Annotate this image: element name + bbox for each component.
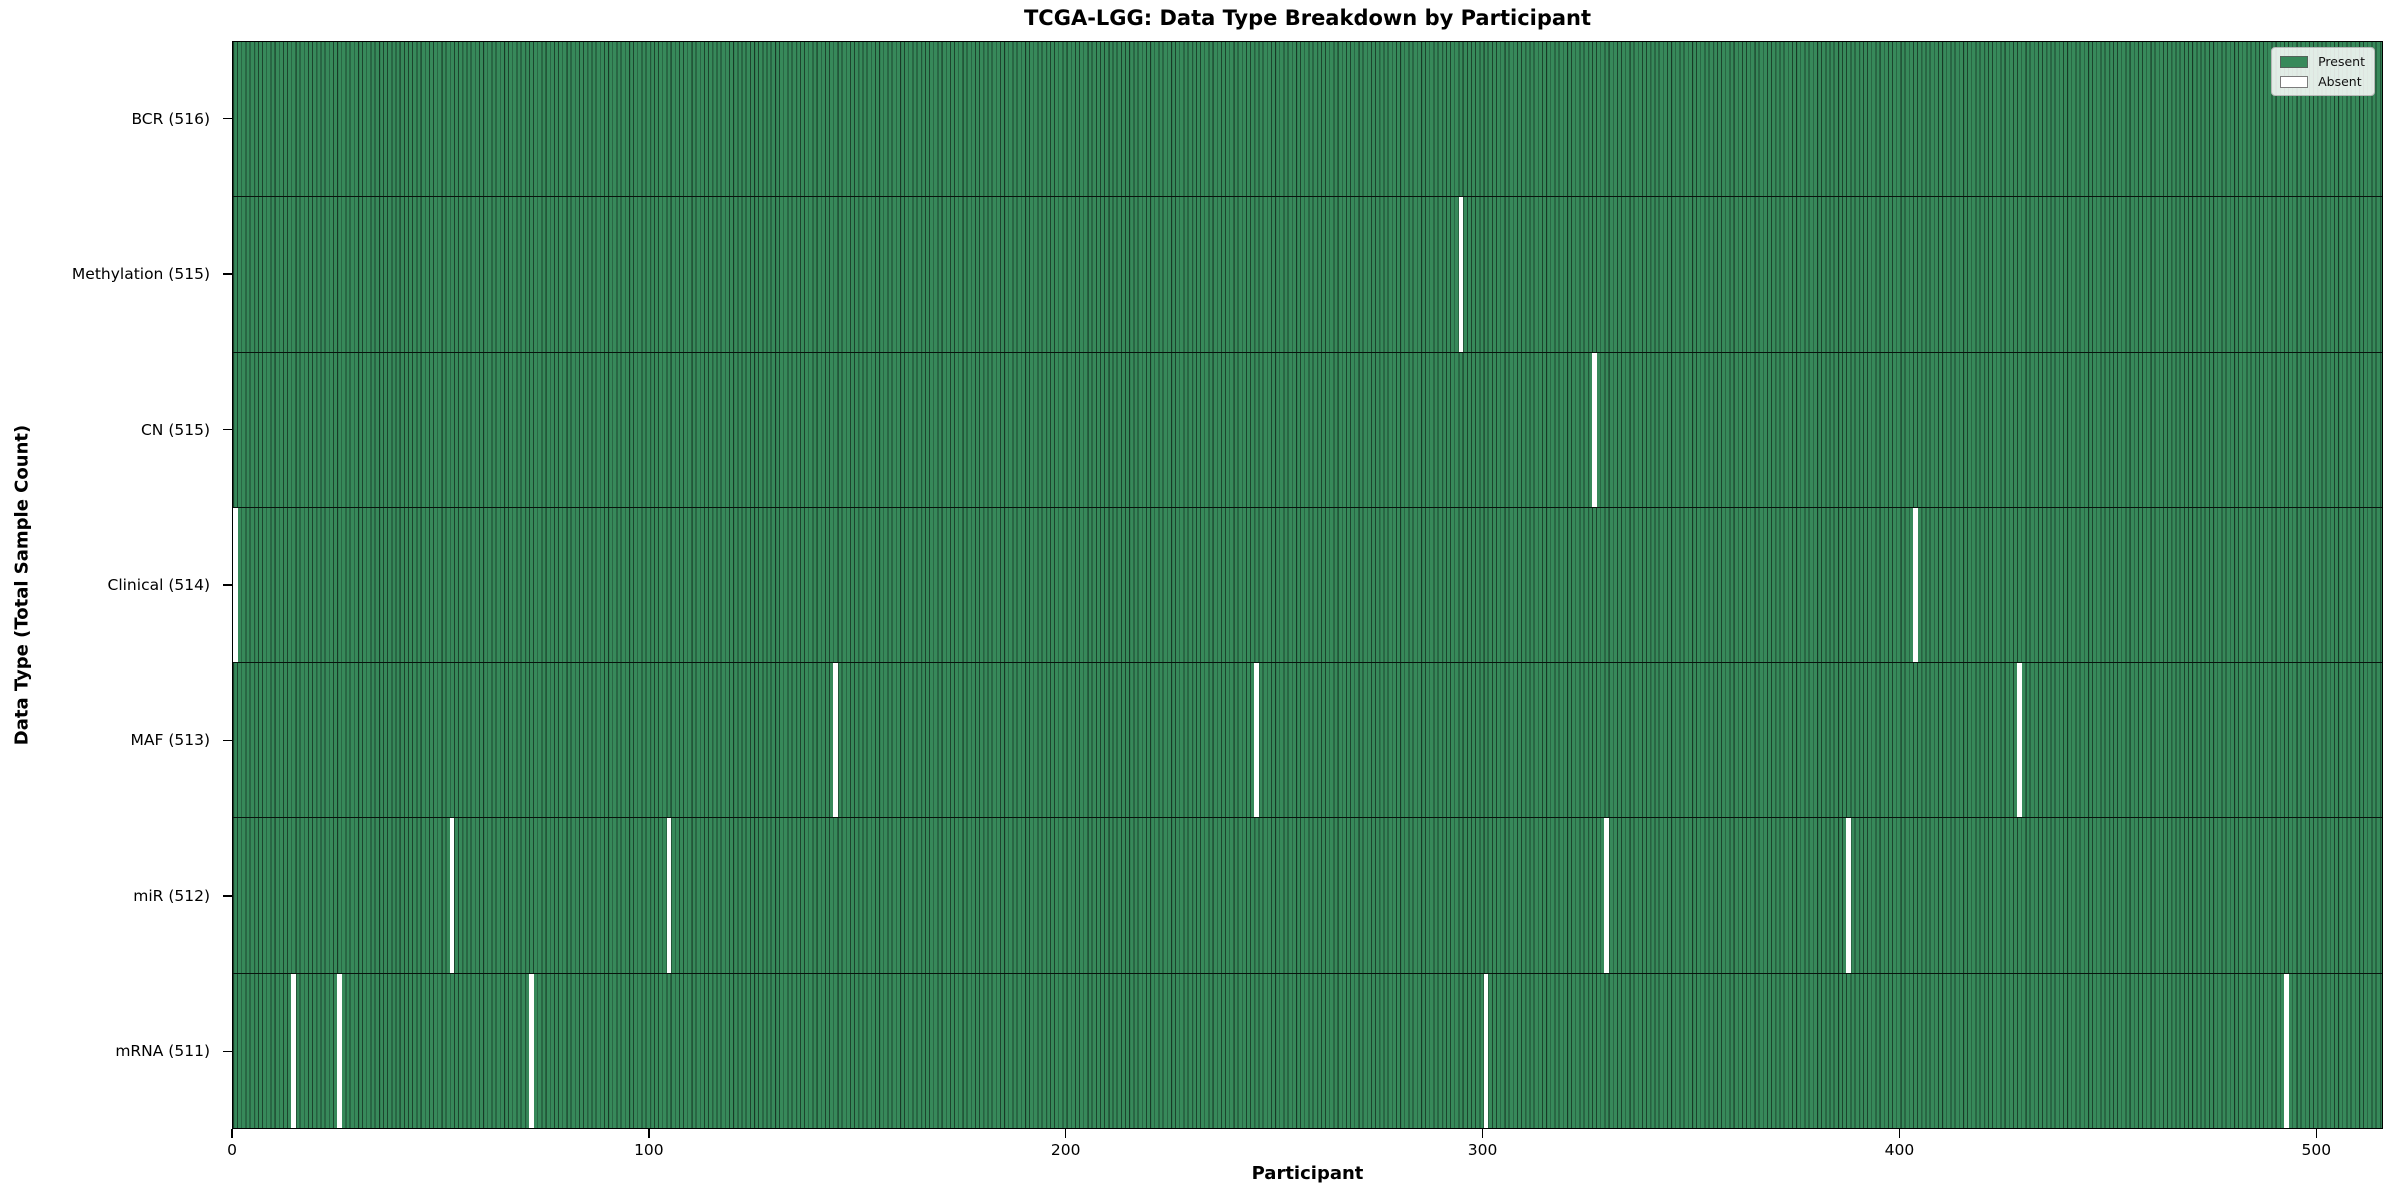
y-tick-label: mRNA (511) [115,1042,210,1061]
present-cells-pattern [233,507,2382,663]
heat-row-methylation [233,197,2382,353]
x-tick-label: 300 [1467,1141,1498,1159]
absent-marker [449,818,455,973]
absent-marker [233,507,238,663]
x-tick-mark [1898,1129,1901,1138]
present-swatch-icon [2280,55,2309,68]
heat-row-maf [233,663,2382,819]
legend-label: Present [2318,54,2365,69]
x-tick-mark [1065,1129,1067,1138]
present-cells-pattern [233,352,2382,507]
y-tick-mark [223,895,232,897]
absent-marker [833,663,838,818]
absent-marker [1483,973,1489,1128]
heat-row-mrna [233,973,2382,1128]
absent-swatch-icon [2280,75,2309,88]
legend-entry-present: Present [2280,54,2365,69]
legend: Present Absent [2271,47,2375,96]
present-cells-pattern [233,663,2382,818]
plot-area: Present Absent [232,41,2383,1129]
y-tick-label: Methylation (515) [71,265,210,284]
present-cells-pattern [233,197,2382,352]
absent-marker [1254,663,1259,818]
absent-marker [666,818,672,973]
heat-row-bcr [233,42,2382,198]
y-tick-label: BCR (516) [131,109,210,128]
absent-marker [1912,507,1918,663]
heat-row-mir [233,818,2382,974]
present-cells-pattern [233,42,2382,197]
present-cells-pattern [233,973,2382,1128]
absent-marker [528,973,534,1128]
absent-marker [337,973,342,1128]
x-tick-mark [1481,1129,1484,1138]
absent-marker [2283,973,2289,1128]
x-tick-label: 200 [1050,1141,1081,1159]
x-tick-label: 100 [634,1141,664,1159]
absent-marker [2017,663,2022,818]
present-cells-pattern [233,818,2382,973]
absent-marker [291,973,296,1128]
y-tick-label: CN (515) [140,420,210,439]
y-tick-label: MAF (513) [130,731,211,750]
y-tick-mark [223,118,232,120]
heat-row-clinical [233,507,2382,664]
legend-entry-absent: Absent [2280,74,2365,89]
absent-marker [1846,818,1851,973]
x-axis-label: Participant [1251,1163,1364,1184]
x-tick-label: 500 [2301,1141,2332,1159]
chart-title: TCGA-LGG: Data Type Breakdown by Partici… [1023,6,1592,30]
y-tick-mark [223,273,232,275]
y-tick-label: Clinical (514) [107,576,211,594]
absent-marker [1458,197,1464,352]
y-tick-mark [223,584,232,586]
absent-marker [1604,818,1610,973]
x-tick-mark [648,1129,650,1138]
y-tick-mark [223,739,232,742]
absent-marker [1591,352,1597,507]
y-tick-label: miR (512) [133,886,210,905]
y-tick-mark [223,1050,232,1052]
x-tick-mark [231,1129,233,1138]
y-tick-mark [223,428,232,431]
legend-label: Absent [2318,74,2362,89]
x-tick-label: 0 [227,1141,237,1159]
x-tick-mark [2315,1129,2317,1138]
heat-row-cn [233,352,2382,508]
x-tick-label: 400 [1884,1141,1915,1159]
